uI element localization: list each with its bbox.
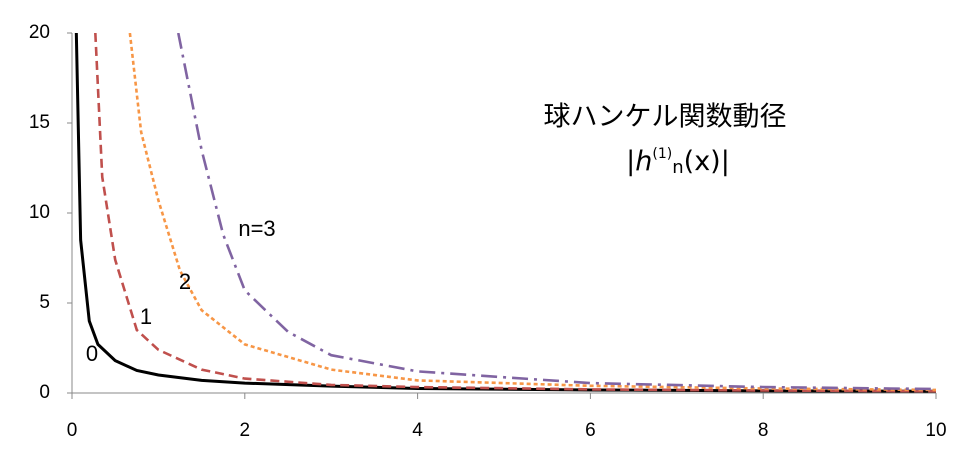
x-tick-label: 6 bbox=[585, 420, 596, 441]
x-tick-label: 2 bbox=[240, 420, 251, 441]
curve-label: n=3 bbox=[238, 216, 275, 241]
x-tick-label: 8 bbox=[758, 420, 769, 441]
y-tick-label: 15 bbox=[29, 112, 50, 133]
x-tick-label: 4 bbox=[412, 420, 423, 441]
curve-label: 1 bbox=[140, 304, 152, 329]
formula-part: (x)| bbox=[684, 146, 730, 177]
formula-part: h bbox=[635, 146, 652, 177]
x-tick-label: 0 bbox=[67, 420, 78, 441]
y-tick-label: 5 bbox=[39, 292, 50, 313]
series-line bbox=[74, 33, 936, 393]
x-tick-label: 10 bbox=[925, 420, 946, 441]
y-tick-label: 0 bbox=[39, 382, 50, 403]
formula: |h(1)n(x)| bbox=[626, 146, 730, 179]
formula-sub: n bbox=[672, 157, 683, 178]
y-tick-label: 20 bbox=[29, 22, 50, 43]
formula-sup: (1) bbox=[652, 146, 672, 162]
series-line bbox=[94, 33, 936, 393]
series-line bbox=[176, 33, 936, 391]
chart-title: 球ハンケル関数動径 bbox=[544, 102, 787, 133]
series-line bbox=[128, 33, 936, 392]
formula-part: | bbox=[626, 146, 635, 177]
curve-label: 0 bbox=[86, 341, 98, 366]
y-tick-label: 10 bbox=[29, 202, 50, 223]
curve-label: 2 bbox=[179, 269, 191, 294]
